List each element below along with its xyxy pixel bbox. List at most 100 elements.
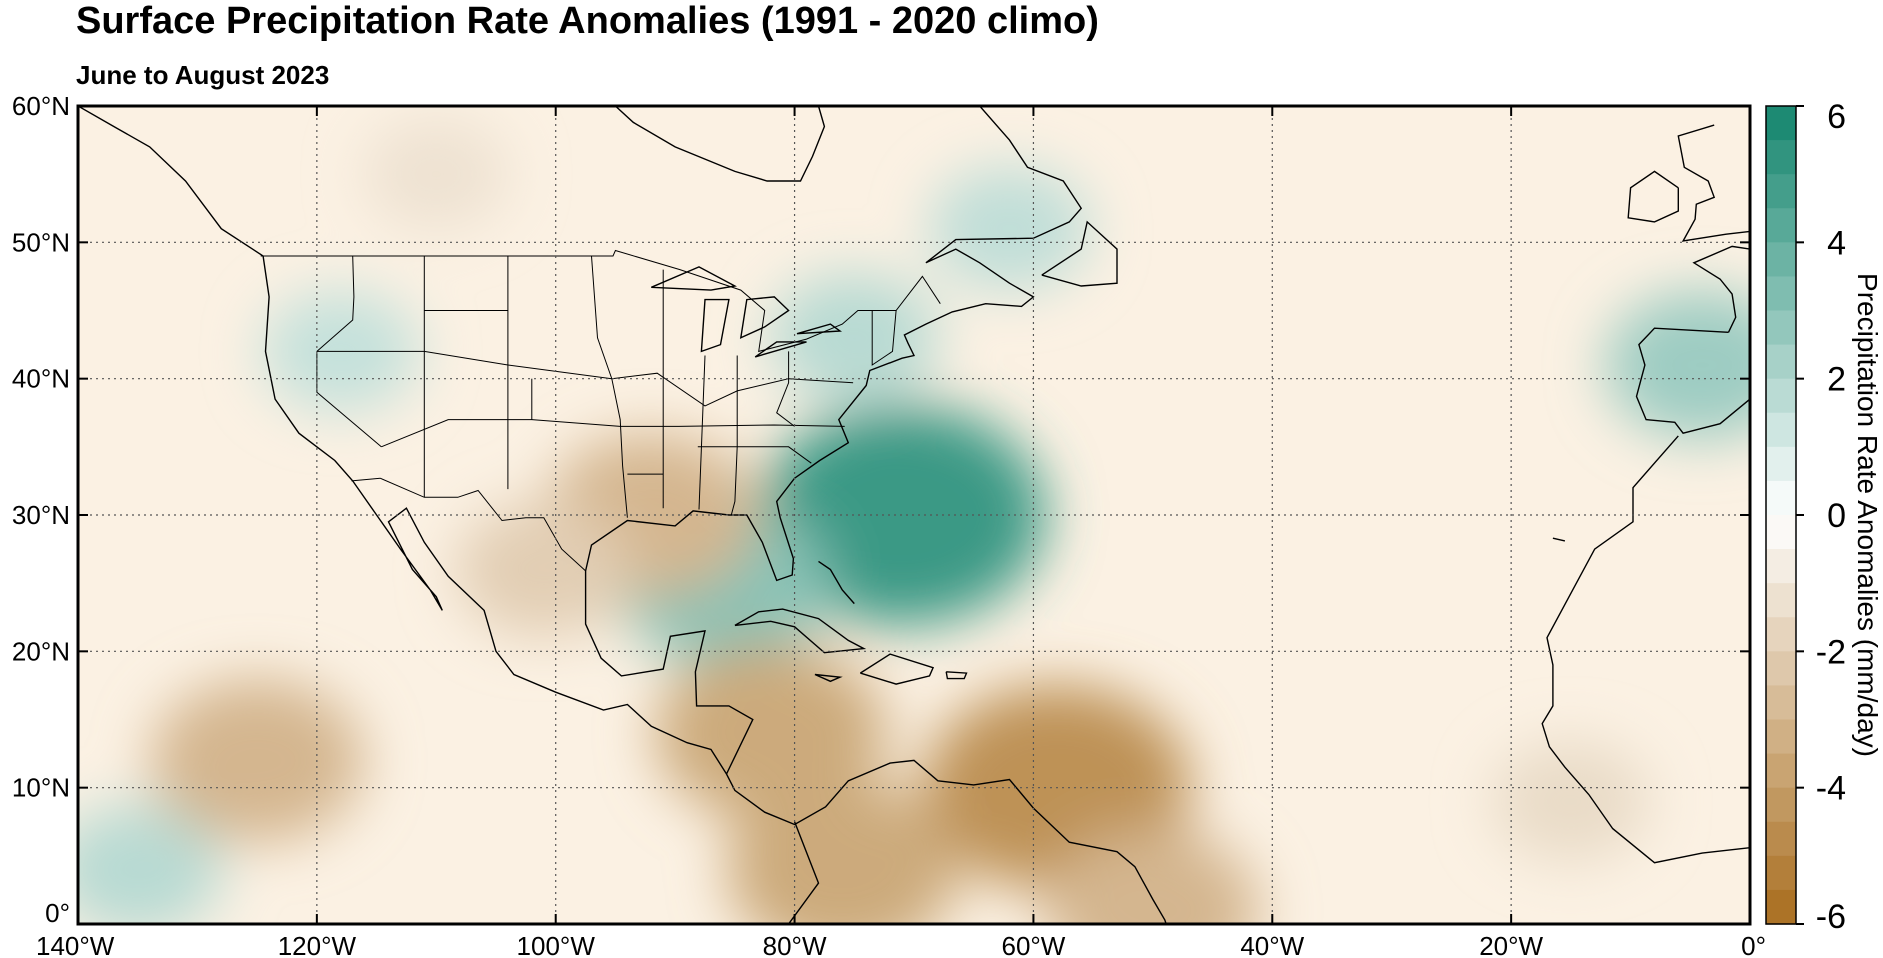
colorbar-swatch <box>1766 753 1796 789</box>
colorbar-swatch <box>1766 583 1796 618</box>
colorbar-swatch <box>1766 480 1796 516</box>
lat-tick-label: 60°N <box>12 91 70 121</box>
state-border <box>316 255 355 352</box>
lon-tick-label: 20°W <box>1479 931 1543 958</box>
colorbar-swatch <box>1766 617 1796 652</box>
longitude-axis: 140°W 120°W 100°W 80°W 60°W 40°W 20°W 0° <box>36 106 1766 958</box>
colorbar-swatch <box>1766 515 1796 550</box>
colorbar-swatch <box>1766 208 1796 243</box>
anomaly-blob <box>362 117 511 231</box>
colorbar-tick-label: 0 <box>1827 497 1846 535</box>
ireland <box>1627 170 1679 223</box>
anomaly-blob <box>455 501 633 638</box>
anomaly-blob <box>654 644 887 823</box>
colorbar-swatch <box>1766 276 1796 312</box>
bahamas <box>818 560 855 605</box>
anomaly-blob <box>726 780 959 924</box>
iberia <box>1635 327 1750 434</box>
great-lake <box>754 341 807 358</box>
lon-tick-label: 120°W <box>278 931 357 958</box>
lon-tick-label: 140°W <box>36 931 115 958</box>
puerto-rico <box>945 671 968 680</box>
colorbar-swatch <box>1766 378 1796 414</box>
colorbar-swatch <box>1766 310 1796 346</box>
west-africa <box>1541 435 1750 864</box>
great-lake <box>796 323 843 335</box>
colorbar-swatch <box>1766 889 1796 925</box>
state-border <box>316 350 854 407</box>
lon-tick-label: 60°W <box>1001 931 1065 958</box>
colorbar-swatch <box>1766 549 1796 584</box>
cuba <box>734 608 867 654</box>
state-border <box>776 351 795 427</box>
colorbar-swatch <box>1766 140 1796 175</box>
colorbar-swatch <box>1766 412 1796 448</box>
anomaly-blob <box>1604 290 1750 441</box>
colorbar-swatch <box>1766 106 1796 141</box>
colorbar-swatch <box>1766 719 1796 755</box>
anomaly-blob <box>78 804 223 924</box>
colorbar-ticks: 6 4 2 0 -2 -4 -6 <box>1796 98 1846 936</box>
state-border <box>730 355 738 516</box>
graticule <box>78 106 1750 924</box>
newfoundland <box>1041 220 1118 287</box>
lat-tick-label: 10°N <box>12 773 70 803</box>
colorbar-tick-label: 2 <box>1827 361 1846 399</box>
lon-tick-label: 0° <box>1741 931 1766 958</box>
colorbar-swatch <box>1766 855 1796 891</box>
anomaly-blob <box>1046 828 1260 924</box>
colorbar-swatch <box>1766 446 1796 482</box>
coastlines <box>78 106 1750 924</box>
anomaly-blob <box>928 166 1091 292</box>
colorbar-tick-label: -4 <box>1816 770 1846 808</box>
colorbar: 6 4 2 0 -2 -4 -6 Precipitation Rate Anomalies … <box>1765 98 1883 936</box>
state-border <box>871 310 897 366</box>
anomaly-blob <box>1491 740 1651 863</box>
map-plot-area: 140°W 120°W 100°W 80°W 60°W 40°W 20°W 0° 0° 10°N… <box>12 91 1766 958</box>
lon-tick-label: 40°W <box>1240 931 1304 958</box>
state-border <box>591 255 628 518</box>
canary-islands <box>1552 537 1566 542</box>
latitude-axis: 0° 10°N 20°N 30°N 40°N 50°N 60°N <box>12 91 1750 928</box>
gulf-atlantic-coast <box>584 106 1083 775</box>
great-lake <box>651 266 738 291</box>
map-subtitle: June to August 2023 <box>76 60 330 90</box>
colorbar-swatch <box>1766 787 1796 823</box>
lat-tick-label: 50°N <box>12 227 70 257</box>
anomaly-blob <box>769 272 940 403</box>
hudson-bay <box>614 106 826 182</box>
state-border <box>351 477 586 572</box>
lat-tick-label: 20°N <box>12 636 70 666</box>
colorbar-swatches <box>1766 106 1796 925</box>
colorbar-swatch <box>1766 821 1796 857</box>
hispaniola <box>859 653 935 685</box>
jamaica <box>814 673 843 683</box>
colorbar-tick-label: 6 <box>1827 98 1846 136</box>
colorbar-swatch <box>1766 344 1796 380</box>
state-border <box>697 446 812 464</box>
colorbar-swatch <box>1766 242 1796 278</box>
greenland <box>1129 106 1131 107</box>
colorbar-swatch <box>1766 685 1796 721</box>
lon-tick-label: 80°W <box>763 931 827 958</box>
france <box>1692 245 1750 333</box>
great-lake <box>700 298 730 353</box>
colorbar-tick-label: -2 <box>1816 633 1846 671</box>
anomaly-blob <box>150 678 364 843</box>
lat-tick-label: 30°N <box>12 500 70 530</box>
colorbar-swatch <box>1766 651 1796 687</box>
state-border <box>698 355 706 510</box>
lat-tick-label: 40°N <box>12 364 70 394</box>
colorbar-tick-label: -6 <box>1816 898 1846 936</box>
map-title: Surface Precipitation Rate Anomalies (19… <box>76 0 1099 42</box>
lon-tick-label: 100°W <box>517 931 596 958</box>
great-lake <box>739 296 790 339</box>
colorbar-tick-label: 4 <box>1827 224 1846 262</box>
colorbar-swatch <box>1766 174 1796 209</box>
great-britain <box>1677 124 1750 242</box>
colorbar-title: Precipitation Rate Anomalies (mm/day) <box>1852 273 1883 757</box>
north-america-coast <box>78 106 1167 924</box>
south-america-pacific <box>787 821 820 924</box>
lat-tick-label: 0° <box>45 898 70 928</box>
